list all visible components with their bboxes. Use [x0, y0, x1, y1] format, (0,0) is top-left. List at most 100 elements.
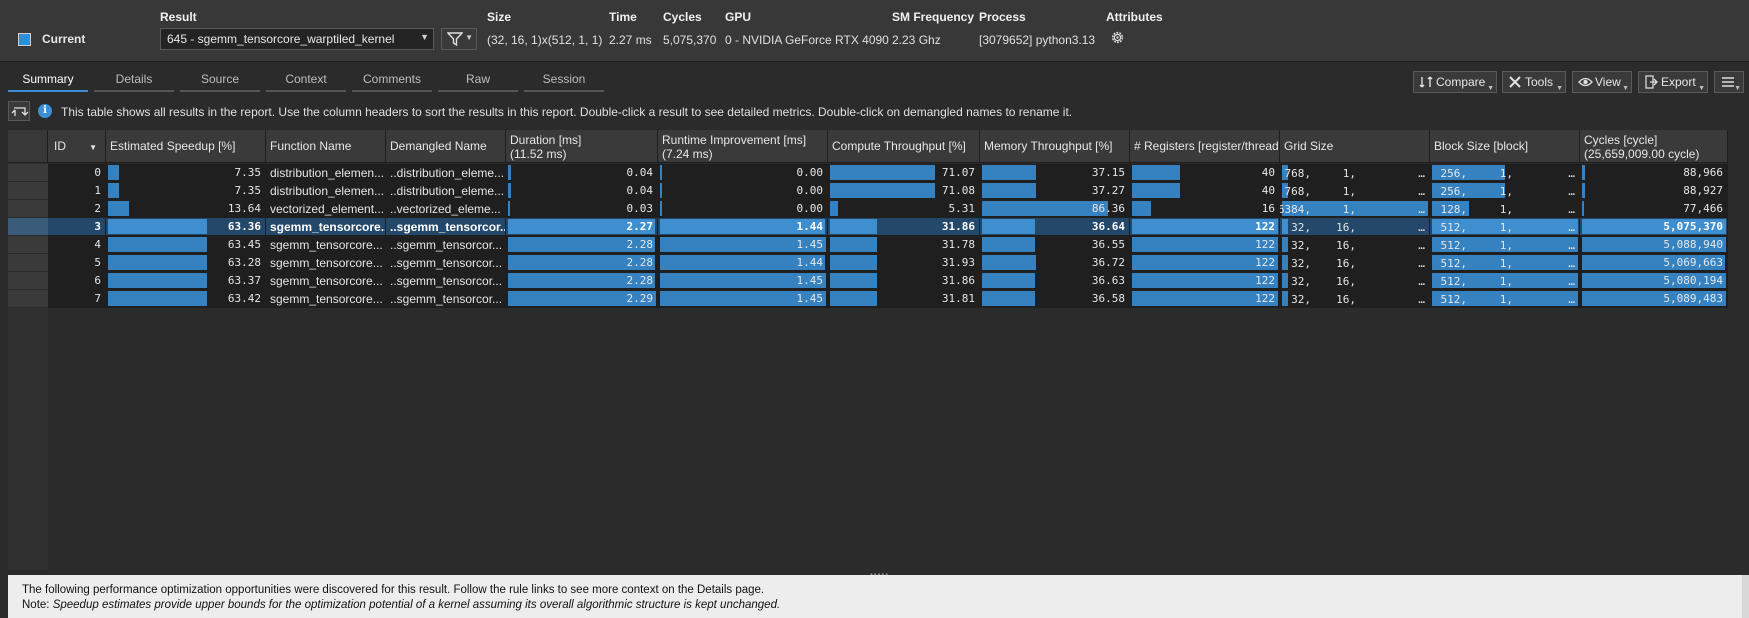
cell-cycles[interactable]: 5,080,194 — [1580, 272, 1728, 290]
cell-registers[interactable]: 16 — [1130, 200, 1280, 218]
menu-button[interactable]: ▼ — [1714, 71, 1744, 93]
cell-speedup[interactable]: 63.42 — [106, 290, 266, 308]
cell-id[interactable]: 6 — [48, 272, 106, 290]
cell-registers[interactable]: 122 — [1130, 236, 1280, 254]
row-header[interactable] — [8, 182, 48, 200]
table-row[interactable]: 2 13.64 vectorized_element... ..vectorized_… — [8, 200, 1728, 218]
cell-block[interactable]: 512, 1,… — [1430, 254, 1580, 272]
cell-registers[interactable]: 122 — [1130, 218, 1280, 236]
row-header[interactable] — [8, 236, 48, 254]
cell-demangled[interactable]: ..sgemm_tensorcor... — [386, 254, 506, 272]
cell-registers[interactable]: 40 — [1130, 164, 1280, 182]
cell-duration[interactable]: 2.28 — [506, 236, 658, 254]
cell-memory[interactable]: 36.64 — [980, 218, 1130, 236]
cell-compute[interactable]: 31.78 — [828, 236, 980, 254]
cell-memory[interactable]: 36.55 — [980, 236, 1130, 254]
col-header-demangled-name[interactable]: Demangled Name — [386, 130, 506, 163]
cell-runtime[interactable]: 1.45 — [658, 290, 828, 308]
row-header[interactable] — [8, 200, 48, 218]
tab-details[interactable]: Details — [94, 68, 174, 92]
table-row[interactable]: 0 7.35 distribution_elemen... ..distributio… — [8, 164, 1728, 182]
cell-function[interactable]: sgemm_tensorcore... — [266, 254, 386, 272]
cell-registers[interactable]: 122 — [1130, 254, 1280, 272]
col-header-memory-throughput[interactable]: Memory Throughput [%] — [980, 130, 1130, 163]
cell-cycles[interactable]: 88,966 — [1580, 164, 1728, 182]
col-header-cycles[interactable]: Cycles [cycle] (25,659,009.00 cycle) — [1580, 130, 1728, 163]
cell-duration[interactable]: 2.29 — [506, 290, 658, 308]
cell-runtime[interactable]: 1.45 — [658, 236, 828, 254]
cell-block[interactable]: 512, 1,… — [1430, 290, 1580, 308]
cell-grid[interactable]: 16384,1,… — [1280, 200, 1430, 218]
vertical-scrollbar[interactable] — [1742, 575, 1749, 618]
tab-comments[interactable]: Comments — [352, 68, 432, 92]
cell-runtime[interactable]: 0.00 — [658, 164, 828, 182]
cell-compute[interactable]: 31.86 — [828, 272, 980, 290]
cell-id[interactable]: 4 — [48, 236, 106, 254]
cell-function[interactable]: sgemm_tensorcore... — [266, 290, 386, 308]
cell-cycles[interactable]: 77,466 — [1580, 200, 1728, 218]
cell-memory[interactable]: 36.58 — [980, 290, 1130, 308]
cell-demangled[interactable]: ..distribution_eleme... — [386, 164, 506, 182]
cell-speedup[interactable]: 63.36 — [106, 218, 266, 236]
cell-block[interactable]: 512, 1,… — [1430, 272, 1580, 290]
cell-runtime[interactable]: 1.44 — [658, 218, 828, 236]
panel-splitter[interactable]: ••••• — [0, 570, 1749, 579]
filter-button[interactable]: ▼ — [441, 28, 477, 50]
cell-compute[interactable]: 31.93 — [828, 254, 980, 272]
cell-duration[interactable]: 2.28 — [506, 272, 658, 290]
cell-block[interactable]: 256, 1,… — [1430, 182, 1580, 200]
cell-speedup[interactable]: 63.37 — [106, 272, 266, 290]
row-header[interactable] — [8, 218, 48, 236]
compare-button[interactable]: Compare ▼ — [1413, 71, 1497, 93]
cell-speedup[interactable]: 13.64 — [106, 200, 266, 218]
tab-summary[interactable]: Summary — [8, 68, 88, 92]
row-header[interactable] — [8, 254, 48, 272]
cell-runtime[interactable]: 0.00 — [658, 200, 828, 218]
cell-memory[interactable]: 37.15 — [980, 164, 1130, 182]
cell-function[interactable]: sgemm_tensorcore... — [266, 272, 386, 290]
cell-function[interactable]: vectorized_element... — [266, 200, 386, 218]
cell-grid[interactable]: 32, 16,… — [1280, 236, 1430, 254]
col-header-registers[interactable]: # Registers [register/thread] — [1130, 130, 1280, 163]
col-header-runtime-improvement[interactable]: Runtime Improvement [ms] (7.24 ms) — [658, 130, 828, 163]
cell-duration[interactable]: 0.03 — [506, 200, 658, 218]
cell-function[interactable]: sgemm_tensorcore... — [266, 236, 386, 254]
result-select[interactable]: 645 - sgemm_tensorcore_warptiled_kernel … — [160, 28, 434, 50]
view-button[interactable]: View ▼ — [1572, 71, 1632, 93]
cell-registers[interactable]: 40 — [1130, 182, 1280, 200]
tab-source[interactable]: Source — [180, 68, 260, 92]
cell-demangled[interactable]: ..distribution_eleme... — [386, 182, 506, 200]
table-row[interactable]: 6 63.37 sgemm_tensorcore... ..sgemm_tensorc… — [8, 272, 1728, 290]
cell-demangled[interactable]: ..vectorized_eleme... — [386, 200, 506, 218]
cell-id[interactable]: 5 — [48, 254, 106, 272]
cell-id[interactable]: 7 — [48, 290, 106, 308]
col-header-function-name[interactable]: Function Name — [266, 130, 386, 163]
cell-block[interactable]: 512, 1,… — [1430, 218, 1580, 236]
col-header-compute-throughput[interactable]: Compute Throughput [%] — [828, 130, 980, 163]
cell-demangled[interactable]: ..sgemm_tensorcor... — [386, 290, 506, 308]
cell-demangled[interactable]: ..sgemm_tensorcor... — [386, 272, 506, 290]
cell-cycles[interactable]: 5,089,483 — [1580, 290, 1728, 308]
cell-id[interactable]: 2 — [48, 200, 106, 218]
cell-runtime[interactable]: 1.45 — [658, 272, 828, 290]
cell-demangled[interactable]: ..sgemm_tensorcor... — [386, 236, 506, 254]
row-header[interactable] — [8, 164, 48, 182]
cell-grid[interactable]: 32, 16,… — [1280, 254, 1430, 272]
cell-block[interactable]: 512, 1,… — [1430, 236, 1580, 254]
col-header-duration[interactable]: Duration [ms] (11.52 ms) — [506, 130, 658, 163]
tab-context[interactable]: Context — [266, 68, 346, 92]
cell-duration[interactable]: 0.04 — [506, 164, 658, 182]
row-header[interactable] — [8, 290, 48, 308]
tab-session[interactable]: Session — [524, 68, 604, 92]
cell-compute[interactable]: 31.81 — [828, 290, 980, 308]
cell-grid[interactable]: 32, 16,… — [1280, 218, 1430, 236]
cell-memory[interactable]: 37.27 — [980, 182, 1130, 200]
cell-duration[interactable]: 2.28 — [506, 254, 658, 272]
cell-compute[interactable]: 71.08 — [828, 182, 980, 200]
transpose-toggle-button[interactable] — [8, 101, 30, 121]
cell-id[interactable]: 0 — [48, 164, 106, 182]
cell-memory[interactable]: 36.72 — [980, 254, 1130, 272]
cell-duration[interactable]: 0.04 — [506, 182, 658, 200]
row-header[interactable] — [8, 272, 48, 290]
cell-function[interactable]: distribution_elemen... — [266, 182, 386, 200]
